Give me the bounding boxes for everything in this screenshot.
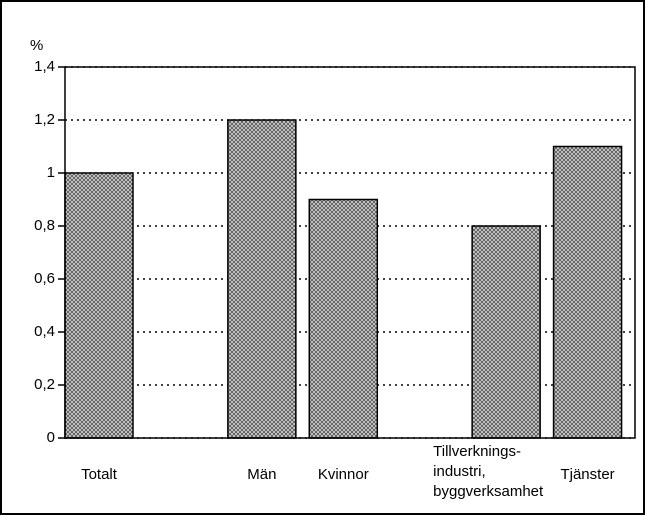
y-tick-label: 1 <box>47 164 55 181</box>
y-tick-label: 0,6 <box>34 270 55 287</box>
x-tick-label: Tillverknings-industri, byggverksamhet <box>433 443 544 500</box>
y-tick-label: 0 <box>47 429 55 446</box>
bar <box>471 225 541 439</box>
x-tick-label: Tjänster <box>560 466 614 483</box>
bar <box>308 198 379 439</box>
bar <box>552 145 623 439</box>
plot-frame <box>64 66 636 439</box>
y-tick-label: 0,8 <box>34 217 55 234</box>
x-tick-label: Män <box>247 466 276 483</box>
y-tick-label: 1,4 <box>34 58 55 75</box>
y-tick-label: 0,4 <box>34 323 55 340</box>
y-tick-label: 1,2 <box>34 111 55 128</box>
y-axis-label: % <box>30 37 43 54</box>
x-tick-label: Totalt <box>81 466 118 483</box>
y-tick-label: 0,2 <box>34 376 55 393</box>
bar <box>64 172 134 439</box>
x-tick-label: Kvinnor <box>318 466 369 483</box>
bar <box>227 119 297 439</box>
